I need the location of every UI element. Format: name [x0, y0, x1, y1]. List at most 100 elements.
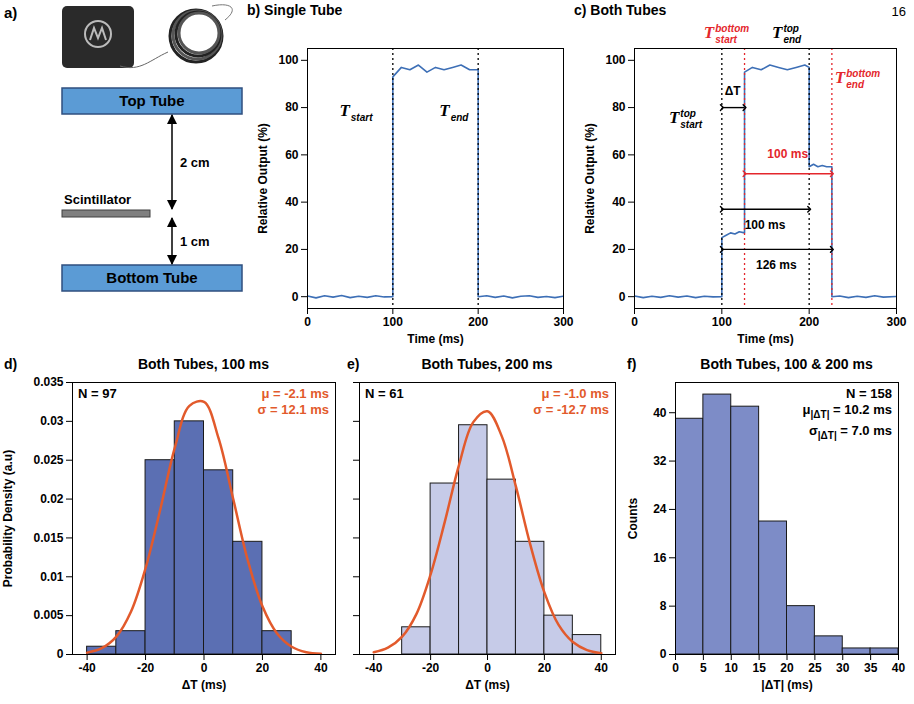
html-text:Tbottom: Tbottom: [703, 22, 750, 42]
svg-text:20: 20: [538, 661, 552, 675]
svg-text:10: 10: [725, 661, 739, 675]
html-text:μ = -2.1 ms: μ = -2.1 ms: [261, 386, 329, 401]
svg-text:Bottom Tube: Bottom Tube: [106, 269, 197, 286]
html-text:f): f): [627, 356, 637, 372]
svg-text:300: 300: [553, 315, 573, 329]
svg-text:40: 40: [892, 661, 906, 675]
svg-text:Scintillator: Scintillator: [64, 192, 131, 207]
svg-text:0: 0: [619, 290, 626, 304]
svg-text:300: 300: [886, 315, 906, 329]
svg-text:25: 25: [808, 661, 822, 675]
svg-text:8: 8: [660, 599, 667, 613]
svg-text:0: 0: [660, 647, 667, 661]
svg-text:35: 35: [864, 661, 878, 675]
svg-text:0.01: 0.01: [40, 570, 64, 584]
svg-text:100: 100: [712, 315, 732, 329]
svg-text:60: 60: [612, 148, 626, 162]
html-text:σ|ΔT|= 7.0 ms: σ|ΔT|= 7.0 ms: [808, 422, 892, 441]
html-text:N = 97: N = 97: [78, 386, 117, 401]
svg-text:0: 0: [484, 661, 491, 675]
html-text:start: start: [680, 118, 702, 130]
html-text:16: 16: [891, 4, 906, 19]
svg-text:Time (ms): Time (ms): [737, 332, 793, 346]
html-text:Ttop: Ttop: [772, 22, 799, 42]
html-text:e): e): [347, 356, 360, 372]
html-text:126 ms: 126 ms: [756, 258, 797, 273]
svg-text:2 cm: 2 cm: [180, 155, 210, 170]
svg-text:0: 0: [631, 315, 638, 329]
svg-text:0: 0: [304, 315, 311, 329]
svg-text:-20: -20: [422, 661, 440, 675]
svg-text:Relative Output (%): Relative Output (%): [583, 123, 597, 234]
svg-text:0: 0: [292, 290, 299, 304]
svg-text:5: 5: [700, 661, 707, 675]
svg-text:Probability Density (a.u): Probability Density (a.u): [1, 450, 15, 587]
svg-text:0: 0: [672, 661, 679, 675]
svg-text:15: 15: [752, 661, 766, 675]
svg-text:40: 40: [612, 195, 626, 209]
svg-text:0.015: 0.015: [33, 531, 63, 545]
html-text:ΔT: ΔT: [724, 83, 741, 98]
svg-text:20: 20: [780, 661, 794, 675]
svg-text:|ΔT| (ms): |ΔT| (ms): [761, 678, 812, 692]
html-text:μ|ΔT|= 10.2 ms: μ|ΔT|= 10.2 ms: [802, 402, 892, 420]
html-text:Tstart: Tstart: [339, 100, 373, 123]
html-text:σ = 12.1 ms: σ = 12.1 ms: [257, 402, 329, 417]
svg-text:Counts: Counts: [626, 498, 640, 540]
svg-text:1 cm: 1 cm: [180, 234, 210, 249]
svg-text:0.025: 0.025: [33, 453, 63, 467]
html-text:μ = -1.0 ms: μ = -1.0 ms: [541, 386, 609, 401]
svg-text:0.035: 0.035: [33, 375, 63, 389]
svg-text:-20: -20: [137, 661, 155, 675]
svg-text:100: 100: [278, 53, 298, 67]
svg-text:40: 40: [595, 661, 609, 675]
svg-text:a): a): [4, 4, 17, 21]
svg-text:-40: -40: [365, 661, 383, 675]
html-text:start: start: [715, 33, 737, 45]
html-text:end: end: [846, 78, 864, 90]
html-text:N = 158: N = 158: [846, 386, 892, 401]
html-text:σ = -12.7 ms: σ = -12.7 ms: [533, 402, 609, 417]
svg-text:200: 200: [468, 315, 488, 329]
svg-text:20: 20: [285, 242, 299, 256]
svg-text:ΔT (ms): ΔT (ms): [182, 678, 227, 692]
html-text:c) Both Tubes: c) Both Tubes: [574, 2, 667, 18]
svg-text:Top Tube: Top Tube: [119, 92, 184, 109]
svg-text:Time (ms): Time (ms): [407, 332, 463, 346]
svg-text:100: 100: [605, 53, 625, 67]
svg-text:20: 20: [256, 661, 270, 675]
svg-text:0.02: 0.02: [40, 492, 64, 506]
svg-text:24: 24: [653, 502, 667, 516]
svg-text:40: 40: [314, 661, 328, 675]
html-text:Both Tubes, 100 ms: Both Tubes, 100 ms: [137, 356, 270, 372]
svg-text:200: 200: [799, 315, 819, 329]
html-text:100 ms: 100 ms: [744, 218, 786, 233]
html-text:Tbottom: Tbottom: [834, 67, 881, 87]
svg-text:32: 32: [653, 454, 667, 468]
svg-text:Relative Output (%): Relative Output (%): [256, 123, 270, 234]
svg-text:80: 80: [612, 100, 626, 114]
svg-text:40: 40: [285, 195, 299, 209]
html-text:Tend: Tend: [439, 100, 469, 123]
html-text:d): d): [4, 356, 18, 372]
svg-text:0.03: 0.03: [40, 414, 64, 428]
svg-text:16: 16: [653, 551, 667, 565]
html-text:N = 61: N = 61: [365, 386, 404, 401]
html-text:Ttop: Ttop: [668, 107, 696, 127]
svg-text:-40: -40: [78, 661, 96, 675]
svg-text:0.005: 0.005: [33, 608, 63, 622]
html-text:end: end: [783, 33, 802, 45]
svg-text:30: 30: [836, 661, 850, 675]
svg-text:40: 40: [653, 406, 667, 420]
svg-text:0: 0: [57, 647, 64, 661]
html-text:Both Tubes, 200 ms: Both Tubes, 200 ms: [421, 356, 553, 372]
svg-text:60: 60: [285, 148, 299, 162]
html-text:b) Single Tube: b) Single Tube: [247, 2, 343, 18]
svg-text:100: 100: [383, 315, 403, 329]
svg-text:0: 0: [201, 661, 208, 675]
html-text:100 ms: 100 ms: [767, 147, 809, 162]
svg-text:80: 80: [285, 100, 299, 114]
svg-text:20: 20: [612, 242, 626, 256]
html-text:Both Tubes, 100 & 200 ms: Both Tubes, 100 & 200 ms: [700, 356, 873, 372]
svg-text:ΔT (ms): ΔT (ms): [465, 678, 510, 692]
